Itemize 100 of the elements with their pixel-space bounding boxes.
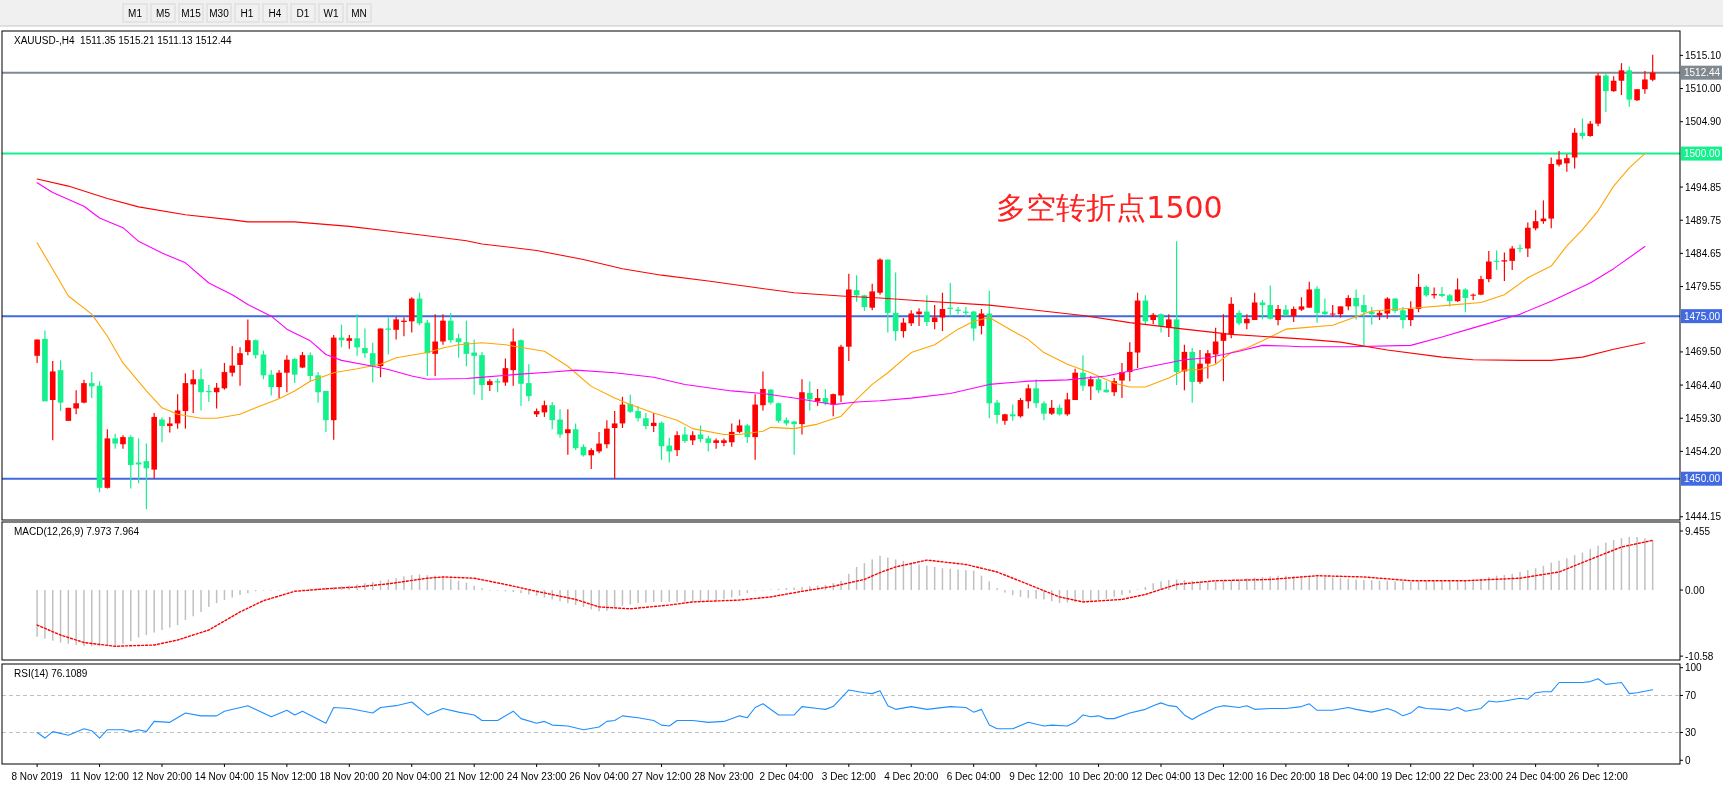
candlestick: [1251, 292, 1258, 321]
line-series: [36, 153, 1646, 436]
x-tick-label: 24 Dec 04:00: [1505, 770, 1566, 782]
candlestick: [369, 342, 376, 384]
candlestick: [73, 389, 79, 415]
x-tick-label: 19 Dec 12:00: [1380, 770, 1441, 782]
x-tick-label: 27 Nov 12:00: [631, 770, 692, 782]
candlestick: [588, 447, 595, 470]
candlestick: [666, 437, 673, 464]
candlestick: [291, 357, 298, 384]
candlestick: [354, 313, 360, 357]
candlestick: [393, 316, 399, 341]
y-tick-label: 1494.85: [1685, 181, 1722, 193]
x-tick-label: 16 Dec 20:00: [1256, 770, 1317, 782]
x-tick-label: 12 Dec 04:00: [1131, 770, 1192, 782]
x-tick-label: 13 Dec 12:00: [1193, 770, 1254, 782]
candlestick: [315, 371, 321, 404]
text: D1: [296, 7, 310, 19]
text: M15: [181, 7, 202, 19]
candlestick: [1361, 294, 1367, 346]
y-tick-label: 9.455: [1685, 525, 1711, 537]
candlestick: [1306, 281, 1313, 309]
candlestick: [1259, 299, 1266, 320]
candlestick: [1119, 362, 1125, 399]
candlestick: [931, 304, 938, 330]
y-tick-label: 1469.50: [1685, 346, 1722, 358]
y-tick-label: 1504.90: [1685, 116, 1722, 128]
candlestick: [284, 354, 290, 393]
candlestick: [135, 437, 142, 484]
candlestick: [362, 327, 368, 359]
x-tick-label: 15 Nov 12:00: [257, 770, 318, 782]
x-tick-label: 26 Nov 04:00: [569, 770, 630, 782]
ref-line-label: 1512.44: [1684, 67, 1721, 79]
candlestick: [1525, 221, 1531, 258]
x-tick-label: 3 Dec 12:00: [821, 770, 877, 782]
candlestick: [408, 296, 415, 333]
text: H1: [240, 7, 254, 19]
candlestick: [385, 316, 392, 356]
candlestick: [1618, 62, 1625, 96]
candlestick: [1556, 150, 1562, 168]
y-tick-label: 1515.10: [1685, 49, 1722, 61]
ref-line-label: 1500.00: [1684, 148, 1721, 160]
candlestick: [682, 426, 688, 444]
y-tick-label: 1464.40: [1685, 379, 1722, 391]
ref-line-label: 1450.00: [1684, 473, 1721, 485]
text: W1: [323, 7, 339, 19]
candlestick: [1353, 288, 1359, 320]
candlestick: [440, 313, 446, 346]
y-tick-label: 1444.15: [1685, 511, 1722, 523]
candlestick: [526, 363, 532, 402]
y-tick-label: -10.58: [1685, 650, 1714, 662]
candlestick: [455, 333, 462, 359]
candlestick: [1283, 304, 1289, 317]
x-tick-label: 21 Nov 12:00: [444, 770, 505, 782]
x-tick-label: 22 Dec 23:00: [1443, 770, 1504, 782]
chart-title: XAUUSD-,H4 1511.35 1515.21 1511.13 1512.44: [14, 34, 232, 46]
candlestick: [447, 312, 454, 344]
x-tick-label: 4 Dec 20:00: [884, 770, 939, 782]
y-tick-label: 1454.20: [1685, 445, 1722, 457]
x-tick-label: 20 Nov 04:00: [381, 770, 442, 782]
candlestick: [1485, 250, 1492, 283]
candlestick: [237, 346, 243, 387]
candlestick: [721, 437, 727, 447]
candlestick: [596, 431, 602, 454]
annotation: 多空转折点1500: [996, 189, 1223, 225]
x-tick-label: 10 Dec 20:00: [1068, 770, 1129, 782]
x-tick-label: 2 Dec 04:00: [759, 770, 814, 782]
candlestick: [1197, 349, 1203, 385]
y-tick-label: 70: [1685, 689, 1697, 701]
candlestick: [1205, 349, 1211, 380]
candlestick: [198, 368, 204, 412]
candlestick: [713, 437, 719, 450]
candlestick: [760, 370, 766, 412]
y-tick-label: 0.00: [1685, 584, 1705, 596]
x-tick-label: 14 Nov 04:00: [194, 770, 255, 782]
x-tick-label: 9 Dec 12:00: [1009, 770, 1064, 782]
line-series: [36, 182, 1646, 406]
candlestick: [471, 338, 477, 396]
candlestick: [159, 416, 165, 443]
text: MN: [351, 7, 367, 19]
candlestick: [1509, 245, 1515, 271]
candlestick: [88, 371, 95, 399]
line-series: [36, 539, 1654, 647]
x-tick-label: 11 Nov 12:00: [70, 770, 130, 782]
ref-line-label: 1475.00: [1684, 310, 1721, 322]
candlestick: [565, 408, 571, 456]
candlestick: [1501, 251, 1508, 282]
candlestick: [1166, 313, 1172, 338]
candlestick: [1126, 341, 1133, 382]
candlestick: [557, 408, 563, 439]
candlestick: [611, 410, 618, 480]
chart-title: RSI(14) 76.1089: [14, 667, 88, 679]
candlestick: [728, 422, 735, 448]
candlestick: [1462, 287, 1469, 313]
x-tick-label: 6 Dec 04:00: [946, 770, 1002, 782]
candlestick: [604, 419, 610, 449]
x-tick-label: 12 Nov 20:00: [132, 770, 193, 782]
candlestick: [924, 294, 930, 327]
y-tick-label: 30: [1685, 727, 1697, 739]
x-tick-label: 8 Nov 2019: [11, 770, 64, 782]
